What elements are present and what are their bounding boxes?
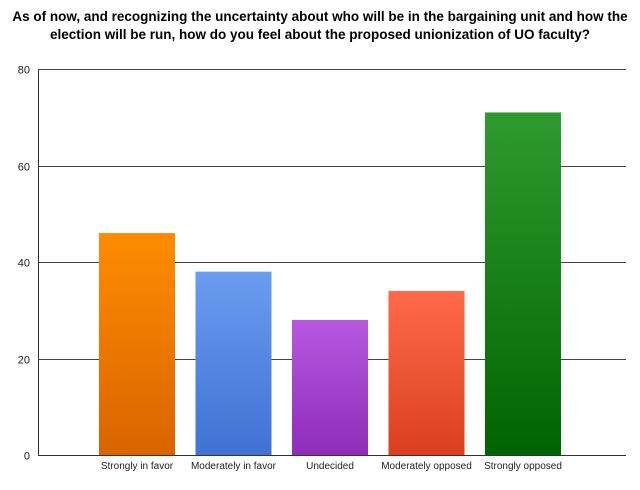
y-tick-label: 60 — [18, 162, 30, 174]
x-axis-labels: Strongly in favor Moderately in favor Unde… — [101, 461, 562, 472]
chart-title: As of now, and recognizing the uncertain… — [0, 8, 640, 44]
y-tick-label: 20 — [18, 355, 30, 367]
x-tick-label: Moderately opposed — [381, 461, 472, 472]
x-tick-label: Strongly opposed — [484, 461, 562, 472]
x-tick-label: Moderately in favor — [191, 461, 277, 472]
bar-2 — [292, 319, 368, 455]
bar-0 — [99, 233, 175, 455]
bar-3 — [388, 290, 465, 455]
y-tick-label: 0 — [24, 451, 30, 463]
y-axis-ticks: 0 20 40 60 80 — [18, 65, 30, 463]
bar-4 — [485, 112, 561, 456]
y-tick-label: 80 — [18, 65, 30, 77]
y-tick-label: 40 — [18, 258, 30, 270]
x-tick-label: Undecided — [306, 461, 354, 472]
bars — [99, 112, 561, 456]
x-tick-label: Strongly in favor — [101, 461, 174, 472]
bar-1 — [195, 271, 272, 455]
chart-title-line-1: As of now, and recognizing the uncertain… — [12, 9, 628, 24]
chart-title-line-2: election will be run, how do you feel ab… — [49, 27, 590, 42]
